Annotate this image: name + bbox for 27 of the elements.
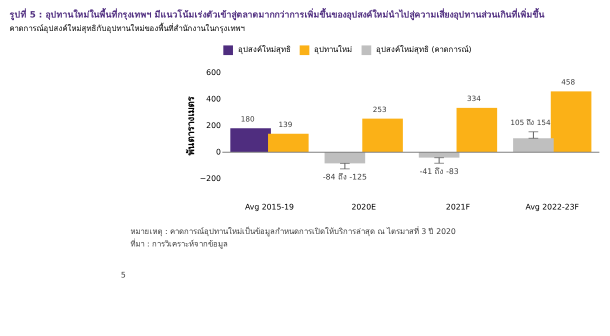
bar: [362, 118, 403, 152]
x-tick-label: 2021F: [446, 202, 470, 212]
legend-label: อุปทานใหม่: [314, 45, 352, 54]
data-label: -84 ถึง -125: [322, 172, 367, 182]
y-tick-label: 400: [206, 94, 221, 104]
bar: [230, 128, 271, 152]
bar: [550, 91, 592, 152]
bar: [513, 138, 554, 152]
y-tick-label: 600: [206, 68, 221, 77]
y-tick-label: 200: [206, 121, 221, 130]
bar: [324, 152, 366, 164]
text: ที่มา : การวิเคราะห์จากข้อมูล: [130, 238, 228, 250]
text: คาดการณ์อุปสงค์ใหม่สุทธิกับอุปทานใหม่ของพื้นที่สำนักงานในกรุงเทพฯ: [10, 22, 245, 33]
legend-label: อุปสงค์ใหม่สุทธิ: [238, 45, 291, 54]
y-tick-label: 0: [216, 148, 221, 157]
bar: [456, 108, 498, 152]
y-tick-label: −200: [200, 174, 221, 184]
data-label: -41 ถึง -83: [420, 166, 459, 176]
chart-title: รูปที่ 5 : อุปทานใหม่ในพื้นที่กรุงเทพฯ มีแนวโน้มเร่งตัวเข้าสู่ตลาดมากกว่าการเพิ่มขึ้นของอุปสงค์ใหม่นำไปสู่ความเสี่ยงอุปทานส่วนเกินที่เพิ่มขึ้น: [10, 7, 544, 20]
text: หมายเหตุ : คาดการณ์อุปทานใหม่เป็นข้อมูลกำหนดการเปิดให้บริการล่าสุด ณ ไตรมาสที่ 3 ปี 2020: [130, 226, 456, 237]
x-tick-label: Avg 2022-23F: [526, 202, 579, 212]
bar: [268, 134, 309, 152]
y-axis-title: พันตารางเมตร: [184, 96, 197, 156]
legend-label: อุปสงค์ใหม่สุทธิ (คาดการณ์): [376, 45, 472, 54]
x-tick-label: 2020E: [351, 202, 376, 212]
text: 5: [120, 270, 126, 280]
x-tick-label: Avg 2015-19: [244, 202, 294, 212]
